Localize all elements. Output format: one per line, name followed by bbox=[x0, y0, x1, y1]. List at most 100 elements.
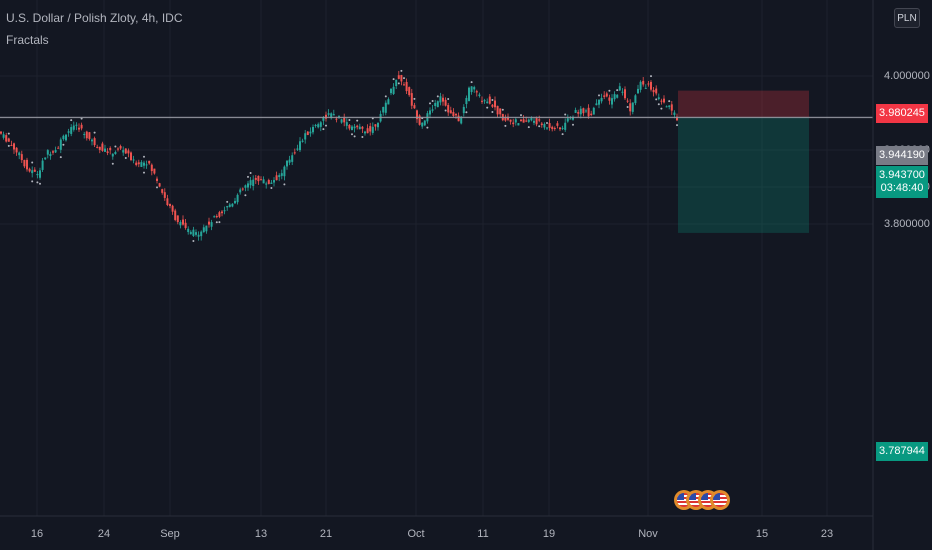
candle-body bbox=[241, 188, 244, 190]
time-tick-label: 16 bbox=[30, 528, 44, 540]
target-price-tag: 3.787944 bbox=[876, 442, 928, 461]
fractal-marker bbox=[7, 132, 10, 135]
candle-body bbox=[587, 107, 590, 117]
candle-body bbox=[657, 97, 660, 100]
candle-body bbox=[39, 170, 41, 178]
fractal-marker bbox=[244, 194, 247, 197]
candle-body bbox=[26, 159, 28, 170]
candle-body bbox=[200, 231, 203, 237]
candle-body bbox=[124, 148, 127, 154]
candle-body bbox=[353, 126, 356, 129]
candle-body bbox=[127, 150, 130, 154]
candle-body bbox=[252, 179, 255, 187]
candle-body bbox=[543, 123, 546, 128]
candle-body bbox=[270, 182, 273, 184]
candle-body bbox=[218, 212, 221, 217]
candle-body bbox=[637, 88, 639, 94]
candle-body bbox=[273, 180, 275, 183]
candle-body bbox=[13, 143, 15, 150]
time-tick-label: Nov bbox=[638, 528, 658, 540]
candle-body bbox=[65, 134, 67, 141]
candle-body bbox=[304, 133, 307, 140]
candle-body bbox=[171, 205, 174, 212]
candle-body bbox=[533, 120, 535, 123]
candle-body bbox=[340, 119, 343, 123]
candle-body bbox=[512, 122, 515, 125]
fractal-marker bbox=[650, 75, 652, 78]
candle-body bbox=[413, 105, 416, 109]
fractal-marker bbox=[156, 186, 158, 189]
fractal-marker bbox=[114, 145, 117, 148]
candle-body bbox=[197, 234, 200, 237]
stop-price-tag: 3.980245 bbox=[876, 104, 928, 123]
fractal-marker bbox=[31, 180, 34, 183]
fractal-marker bbox=[447, 97, 450, 100]
candle-body bbox=[670, 104, 673, 111]
candle-body bbox=[179, 222, 182, 226]
candle-body bbox=[44, 157, 47, 160]
candle-body bbox=[280, 173, 283, 176]
candle-body bbox=[364, 131, 366, 134]
candle-body bbox=[421, 122, 424, 127]
candle-body bbox=[465, 97, 468, 105]
candle-body bbox=[254, 177, 257, 180]
candle-body bbox=[668, 105, 671, 107]
take-profit-zone[interactable] bbox=[678, 117, 809, 233]
candle-body bbox=[96, 146, 99, 148]
fractal-marker bbox=[491, 98, 494, 101]
candle-body bbox=[522, 119, 525, 123]
candle-body bbox=[382, 106, 385, 113]
candle-body bbox=[499, 108, 502, 115]
candle-body bbox=[137, 162, 140, 165]
fractal-marker bbox=[384, 95, 387, 98]
fractal-marker bbox=[348, 118, 351, 121]
candle-body bbox=[574, 109, 577, 113]
candle-body bbox=[18, 152, 21, 156]
fractal-marker bbox=[657, 103, 660, 106]
candle-body bbox=[322, 117, 325, 121]
candle-body bbox=[88, 132, 91, 139]
candle-body bbox=[582, 108, 585, 114]
candle-body bbox=[265, 183, 268, 185]
price-tick-label: 4.000000 bbox=[884, 70, 930, 82]
candle-body bbox=[647, 83, 650, 85]
candle-body bbox=[423, 120, 426, 126]
economic-event-icon[interactable] bbox=[710, 490, 730, 510]
candle-body bbox=[189, 231, 192, 235]
candle-body bbox=[525, 120, 528, 122]
candle-body bbox=[551, 126, 554, 130]
fractal-marker bbox=[527, 126, 530, 129]
candle-body bbox=[397, 75, 400, 79]
candle-body bbox=[57, 147, 60, 149]
candle-body bbox=[80, 124, 83, 129]
candle-body bbox=[626, 100, 629, 102]
candle-body bbox=[527, 119, 530, 122]
candle-body bbox=[429, 110, 431, 115]
fractal-marker bbox=[226, 200, 229, 203]
candle-body bbox=[585, 110, 587, 112]
candle-body bbox=[387, 99, 390, 105]
stop-loss-zone[interactable] bbox=[678, 90, 809, 118]
candle-body bbox=[91, 139, 93, 142]
candle-body bbox=[28, 168, 31, 172]
candle-body bbox=[608, 97, 611, 101]
candle-body bbox=[642, 80, 645, 85]
candle-body bbox=[213, 216, 216, 218]
currency-button[interactable]: PLN bbox=[894, 8, 920, 28]
time-tick-label: 13 bbox=[254, 528, 268, 540]
candle-body bbox=[475, 91, 478, 93]
candle-body bbox=[111, 153, 114, 157]
fractal-marker bbox=[598, 94, 600, 97]
candle-body bbox=[291, 155, 294, 162]
candle-body bbox=[15, 147, 18, 153]
candle-body bbox=[309, 131, 312, 134]
candle-body bbox=[166, 198, 169, 206]
candle-body bbox=[348, 124, 351, 129]
fractal-marker bbox=[626, 105, 629, 108]
candle-body bbox=[504, 116, 507, 121]
candle-body bbox=[595, 103, 598, 106]
indicator-label-fractals[interactable]: Fractals bbox=[6, 33, 49, 47]
candle-body bbox=[301, 140, 304, 142]
candle-body bbox=[416, 110, 418, 120]
